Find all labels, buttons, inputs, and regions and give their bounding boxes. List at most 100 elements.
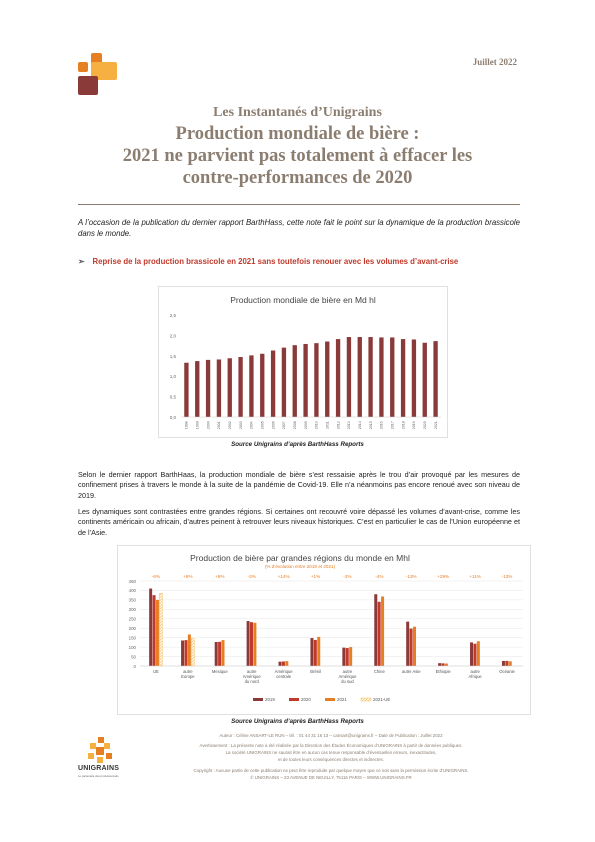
chart1-bar xyxy=(227,358,232,417)
chart2-bar xyxy=(221,640,225,666)
chart1-xtick: 2012 xyxy=(336,421,340,429)
title-line-3: contre-performances de 2020 xyxy=(182,168,413,188)
chart2-pct-label: +8% xyxy=(183,574,192,579)
chart2-bar xyxy=(184,640,188,666)
title-line-1: Production mondiale de bière : xyxy=(175,124,420,144)
chart2-pct-label: -13% xyxy=(502,574,513,579)
chart1-ytick: 0,0 xyxy=(170,415,177,420)
chart1-ytick: 0,5 xyxy=(170,395,177,400)
chart2-legend-swatch xyxy=(253,698,263,701)
chart2-bar xyxy=(441,663,445,666)
chart1-bar xyxy=(390,337,395,417)
chart2-xtick: autre Europe xyxy=(181,669,195,679)
chart2-xtick: autre Amérique du nord xyxy=(243,669,262,684)
chart1-bar xyxy=(314,343,319,417)
chart2-bar xyxy=(508,661,512,666)
chart2-bar xyxy=(285,661,289,666)
chart2-bar xyxy=(253,622,257,666)
chart2-bar xyxy=(501,660,505,666)
chart2-ytick: 150 xyxy=(129,635,137,640)
chart2-pct-label: +29% xyxy=(437,574,449,579)
chart1-ytick: 2,5 xyxy=(170,313,177,318)
chart1-xtick: 2014 xyxy=(358,421,362,429)
publication-date: Juillet 2022 xyxy=(472,57,517,67)
chart1-bar xyxy=(411,339,417,417)
chart2-legend-swatch xyxy=(325,698,335,701)
chart1-bar xyxy=(379,337,384,417)
chart1-bar xyxy=(400,339,406,417)
chart2-xtick: Amérique centrale xyxy=(275,669,294,679)
chart2-xtick: Ethiopie xyxy=(436,669,452,674)
chart2-ytick: 0 xyxy=(134,664,137,669)
chart2-bar xyxy=(505,660,509,666)
chart2-bar xyxy=(473,643,477,666)
chart2-bar xyxy=(159,593,163,667)
chart2-bar xyxy=(281,661,285,666)
chart1-xtick: 2010 xyxy=(315,421,319,429)
chart1-xtick: 2000 xyxy=(206,421,210,429)
chart1-bar xyxy=(357,337,362,417)
chart1-xtick: 2017 xyxy=(391,421,395,429)
chart2-bar xyxy=(149,588,153,666)
chart2-pct-label: +11% xyxy=(469,574,481,579)
chart2-bar xyxy=(345,648,349,666)
chart1-source: Source Unigrains d’après BarthHass Repor… xyxy=(231,441,364,448)
chart2-bar xyxy=(377,601,381,666)
chart1-xtick: 2006 xyxy=(271,421,275,429)
intro-text: A l’occasion de la publication du dernie… xyxy=(78,218,520,238)
chart2-bar xyxy=(218,641,222,666)
section-heading: ➢ Reprise de la production brassicole en … xyxy=(78,257,520,266)
footer-copyright: Copyright : Aucune partie de cette publi… xyxy=(193,768,469,773)
chart2-legend-label: 2019 xyxy=(265,697,275,702)
chart2-bar xyxy=(406,621,410,666)
chart2-bar xyxy=(152,595,156,666)
chart2-xtick: Chine xyxy=(374,669,386,674)
chart2-xtick: Brésil xyxy=(310,669,321,674)
chart1-bar xyxy=(335,339,341,417)
chart1-xtick: 2011 xyxy=(326,421,330,429)
chart2-bar xyxy=(349,647,353,666)
chart1-xtick: 2016 xyxy=(380,421,384,429)
chart1-bar xyxy=(205,359,211,417)
chart1-xtick: 2004 xyxy=(250,421,254,429)
chart2-legend-swatch xyxy=(289,698,299,701)
chart2-pct-label: +14% xyxy=(278,574,290,579)
chart1-xtick: 2002 xyxy=(228,421,232,429)
chart2-legend-label: 2020 xyxy=(301,697,311,702)
chart2-pct-label: -4% xyxy=(375,574,383,579)
footer-logo-text: UNIGRAINS xyxy=(78,765,120,772)
chart1-xtick: 1998 xyxy=(185,421,189,429)
chart2-source: Source Unigrains d’après BarthHass Repor… xyxy=(231,718,364,725)
chart1-xtick: 2020 xyxy=(423,421,427,429)
chart2-xtick: autre Amérique du sud xyxy=(338,669,357,684)
chart1-bar xyxy=(292,345,297,417)
arrow-bullet-icon: ➢ xyxy=(78,257,85,266)
chart2-bar xyxy=(313,639,317,666)
chart2-ytick: 200 xyxy=(129,626,137,631)
chart2-subtitle: (% d’évolution entre 2019 et 2021) xyxy=(265,564,336,569)
chart1-ytick: 1,0 xyxy=(170,374,177,379)
footer-warning-1: Avertissement : La présente note a été r… xyxy=(199,743,463,748)
chart2-xtick: autre Afrique xyxy=(468,669,482,679)
title-line-2: 2021 ne parvient pas totalement à efface… xyxy=(122,146,473,166)
chart1-ytick: 2,0 xyxy=(170,333,177,338)
chart1-bar xyxy=(325,341,330,417)
wheat-logo-icon xyxy=(88,737,112,763)
chart1-bar xyxy=(281,347,287,417)
chart2-bar xyxy=(381,596,385,666)
chart1-xtick: 2009 xyxy=(304,421,308,429)
chart2-bar xyxy=(214,642,218,666)
paragraph-1: Selon le dernier rapport BarthHaas, la p… xyxy=(78,470,520,500)
footer-warning-2: La société UNIGRAINS ne saurait être en … xyxy=(225,750,437,755)
chart1-bar xyxy=(249,355,254,417)
chart1-xtick: 2001 xyxy=(217,421,221,429)
chart1-bar xyxy=(368,337,373,417)
chart1-xtick: 2015 xyxy=(369,421,373,429)
chart2-bar xyxy=(310,638,314,666)
footer-author: Auteur : Céline ANSART-LE RUN – tél. : 0… xyxy=(219,733,443,738)
footer-address: © UNIGRAINS – 23 AVENUE DE NEUILLY, 7511… xyxy=(250,775,412,780)
page-title: Production mondiale de bière : 2021 ne p… xyxy=(60,123,535,189)
chart2-bar xyxy=(187,634,191,666)
chart1-title: Production mondiale de bière en Md hl xyxy=(230,295,376,305)
chart1-xtick: 2018 xyxy=(401,421,405,429)
